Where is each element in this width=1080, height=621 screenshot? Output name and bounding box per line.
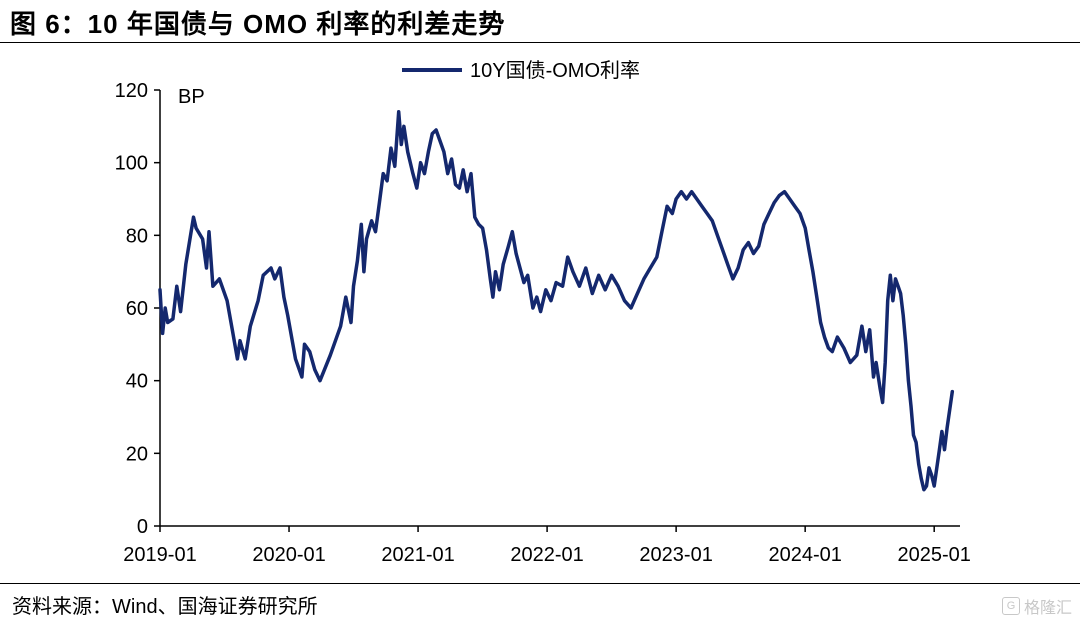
title-divider xyxy=(0,42,1080,43)
footer-divider xyxy=(0,583,1080,584)
axes: 0 20 40 60 80 100 120 2019-01 2020-01 2021-01 2022… xyxy=(115,80,971,566)
legend: 10Y国债-OMO利率 xyxy=(402,59,640,82)
legend-label: 10Y国债-OMO利率 xyxy=(470,59,640,82)
x-tick-label: 2021-01 xyxy=(381,544,454,566)
watermark-text: 格隆汇 xyxy=(1023,600,1072,617)
plot-area xyxy=(158,110,955,492)
x-tick-label: 2024-01 xyxy=(768,544,841,566)
y-tick-label: 40 xyxy=(126,371,148,393)
watermark: G 格隆汇 xyxy=(1001,594,1072,618)
x-tick-label: 2022-01 xyxy=(510,544,583,566)
x-tick-label: 2019-01 xyxy=(123,544,196,566)
y-tick-label: 120 xyxy=(115,80,148,102)
y-tick-label: 100 xyxy=(115,153,148,175)
source-note: 资料来源：Wind、国海证券研究所 xyxy=(12,596,318,618)
watermark-logo-icon: G xyxy=(1001,597,1020,615)
line-chart: 10Y国债-OMO利率 BP 0 20 40 60 80 100 120 2019-01 202… xyxy=(115,59,971,566)
x-tick-label: 2023-01 xyxy=(639,544,712,566)
x-tick-label: 2020-01 xyxy=(252,544,325,566)
series-line-1 xyxy=(158,110,955,492)
y-unit-label: BP xyxy=(178,86,205,108)
figure-title: 图 6：10 年国债与 OMO 利率的利差走势 xyxy=(10,9,506,39)
y-tick-label: 60 xyxy=(126,298,148,320)
y-tick-label: 20 xyxy=(126,443,148,465)
x-tick-label: 2025-01 xyxy=(897,544,970,566)
y-tick-label: 80 xyxy=(126,225,148,247)
y-tick-label: 0 xyxy=(137,516,148,538)
